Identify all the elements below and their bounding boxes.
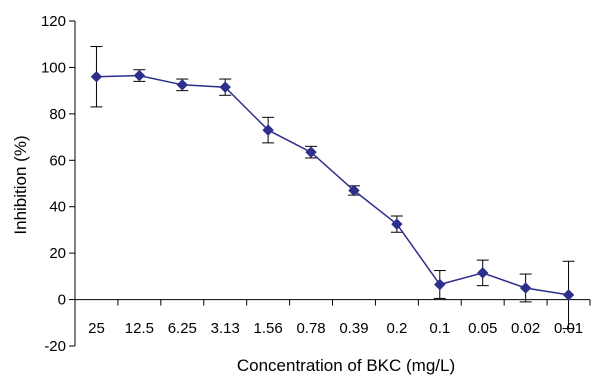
x-tick-label: 1.56 xyxy=(254,320,283,337)
y-axis-title: Inhibition (%) xyxy=(11,135,30,234)
x-tick-label: 0.39 xyxy=(339,320,368,337)
data-point-marker xyxy=(219,81,231,93)
data-line xyxy=(96,74,569,296)
x-axis-ticks: 25 12.5 6.25 3.13 1.56 0.78 0.39 0.2 0.1 0.05 0.02… xyxy=(88,299,591,337)
data-point-marker xyxy=(176,79,188,91)
data-point-marker xyxy=(305,146,317,158)
series-line xyxy=(96,74,569,296)
data-point-marker xyxy=(90,71,103,83)
x-tick-label: 0.1 xyxy=(429,320,450,337)
y-tick-label: 100 xyxy=(41,59,66,76)
y-axis-ticks: -20 0 20 40 60 80 100 120 xyxy=(41,13,75,355)
data-point-marker xyxy=(519,282,532,294)
y-tick-label: 80 xyxy=(49,106,66,123)
data-point-marker xyxy=(348,184,360,197)
x-tick-label: 0.02 xyxy=(511,320,540,337)
y-tick-label: 40 xyxy=(49,199,66,216)
data-markers xyxy=(90,69,575,301)
x-tick-label: 25 xyxy=(88,320,105,337)
axes xyxy=(74,21,590,346)
x-tick-label: 6.25 xyxy=(168,320,197,337)
data-point-marker xyxy=(262,124,274,136)
data-point-marker xyxy=(133,69,146,82)
y-tick-label: -20 xyxy=(44,338,66,355)
x-axis-title: Concentration of BKC (mg/L) xyxy=(237,356,455,375)
y-tick-label: 120 xyxy=(41,13,66,30)
data-point-marker xyxy=(562,289,575,301)
x-tick-label: 0.2 xyxy=(386,320,407,337)
y-tick-label: 0 xyxy=(58,292,66,309)
x-tick-label: 3.13 xyxy=(211,320,240,337)
data-point-marker xyxy=(477,267,489,279)
error-bars xyxy=(90,46,575,330)
x-tick-label: 12.5 xyxy=(125,320,154,337)
data-point-marker xyxy=(391,218,403,230)
data-point-marker xyxy=(434,278,446,291)
x-tick-label: 0.78 xyxy=(296,320,325,337)
y-tick-label: 20 xyxy=(49,245,66,262)
x-tick-label: 0.05 xyxy=(468,320,497,337)
y-tick-label: 60 xyxy=(49,152,66,169)
